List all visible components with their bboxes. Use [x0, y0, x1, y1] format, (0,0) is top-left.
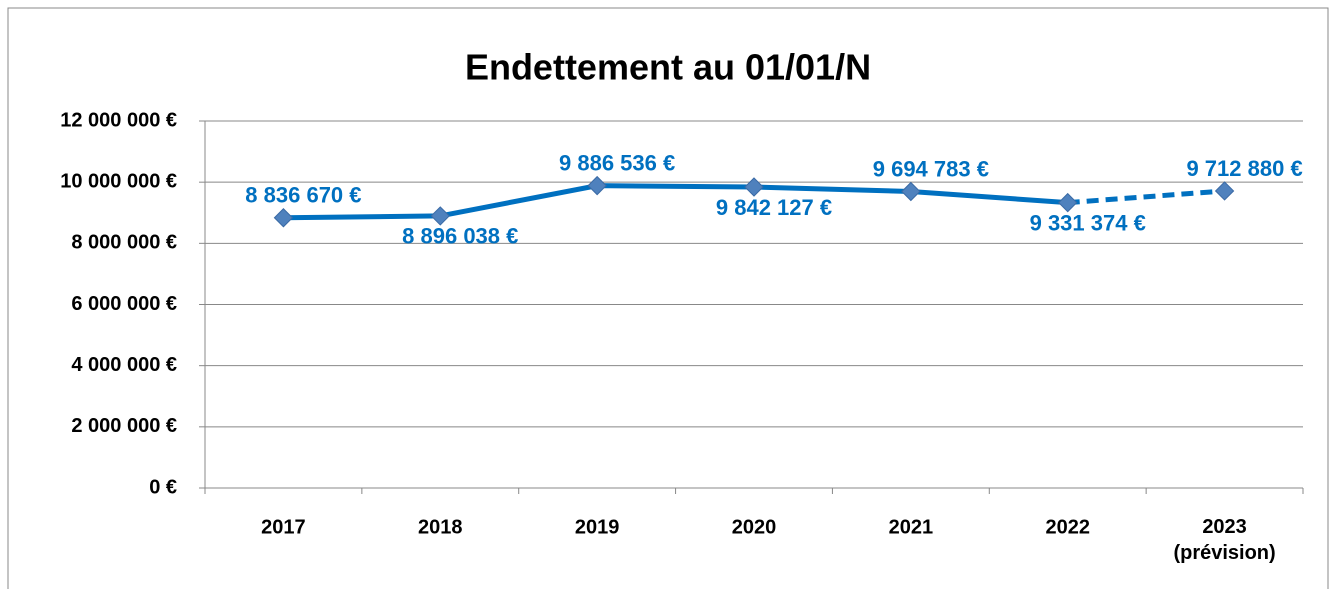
marker [901, 181, 921, 202]
data-label: 8 896 038 € [402, 224, 518, 249]
x-tick-label: 2020 [732, 516, 777, 538]
marker [273, 208, 294, 228]
chart-title: Endettement au 01/01/N [465, 47, 871, 88]
x-tick-label: 2018 [418, 516, 463, 538]
data-label: 9 694 783 € [873, 156, 989, 181]
forecast-line [1067, 188, 1225, 206]
line [283, 183, 1068, 221]
x-tick-label: 2017 [261, 516, 306, 538]
marker [1058, 192, 1078, 213]
x-tick-label: 2021 [889, 516, 934, 538]
y-tick-label: 8 000 000 € [71, 232, 177, 254]
y-tick-label: 0 € [149, 476, 177, 498]
x-tick-label: 2023 (prévision) [1173, 516, 1275, 564]
x-tick-label: 2022 [1045, 516, 1090, 538]
chart-border [7, 7, 1329, 589]
marker [1214, 181, 1235, 201]
y-tick-label: 12 000 000 € [60, 109, 177, 131]
y-tick-label: 10 000 000 € [60, 170, 177, 192]
marker [430, 206, 450, 226]
data-label: 9 842 127 € [716, 195, 832, 220]
data-label: 9 331 374 € [1030, 210, 1146, 235]
y-tick-label: 4 000 000 € [71, 354, 177, 376]
x-tick-label: 2019 [575, 516, 620, 538]
y-tick-label: 2 000 000 € [71, 415, 177, 437]
data-label: 9 886 536 € [559, 150, 675, 175]
marker [744, 177, 764, 197]
data-label: 8 836 670 € [245, 183, 361, 208]
y-tick-label: 6 000 000 € [71, 293, 177, 315]
data-label: 9 712 880 € [1186, 156, 1302, 181]
marker [587, 175, 607, 196]
